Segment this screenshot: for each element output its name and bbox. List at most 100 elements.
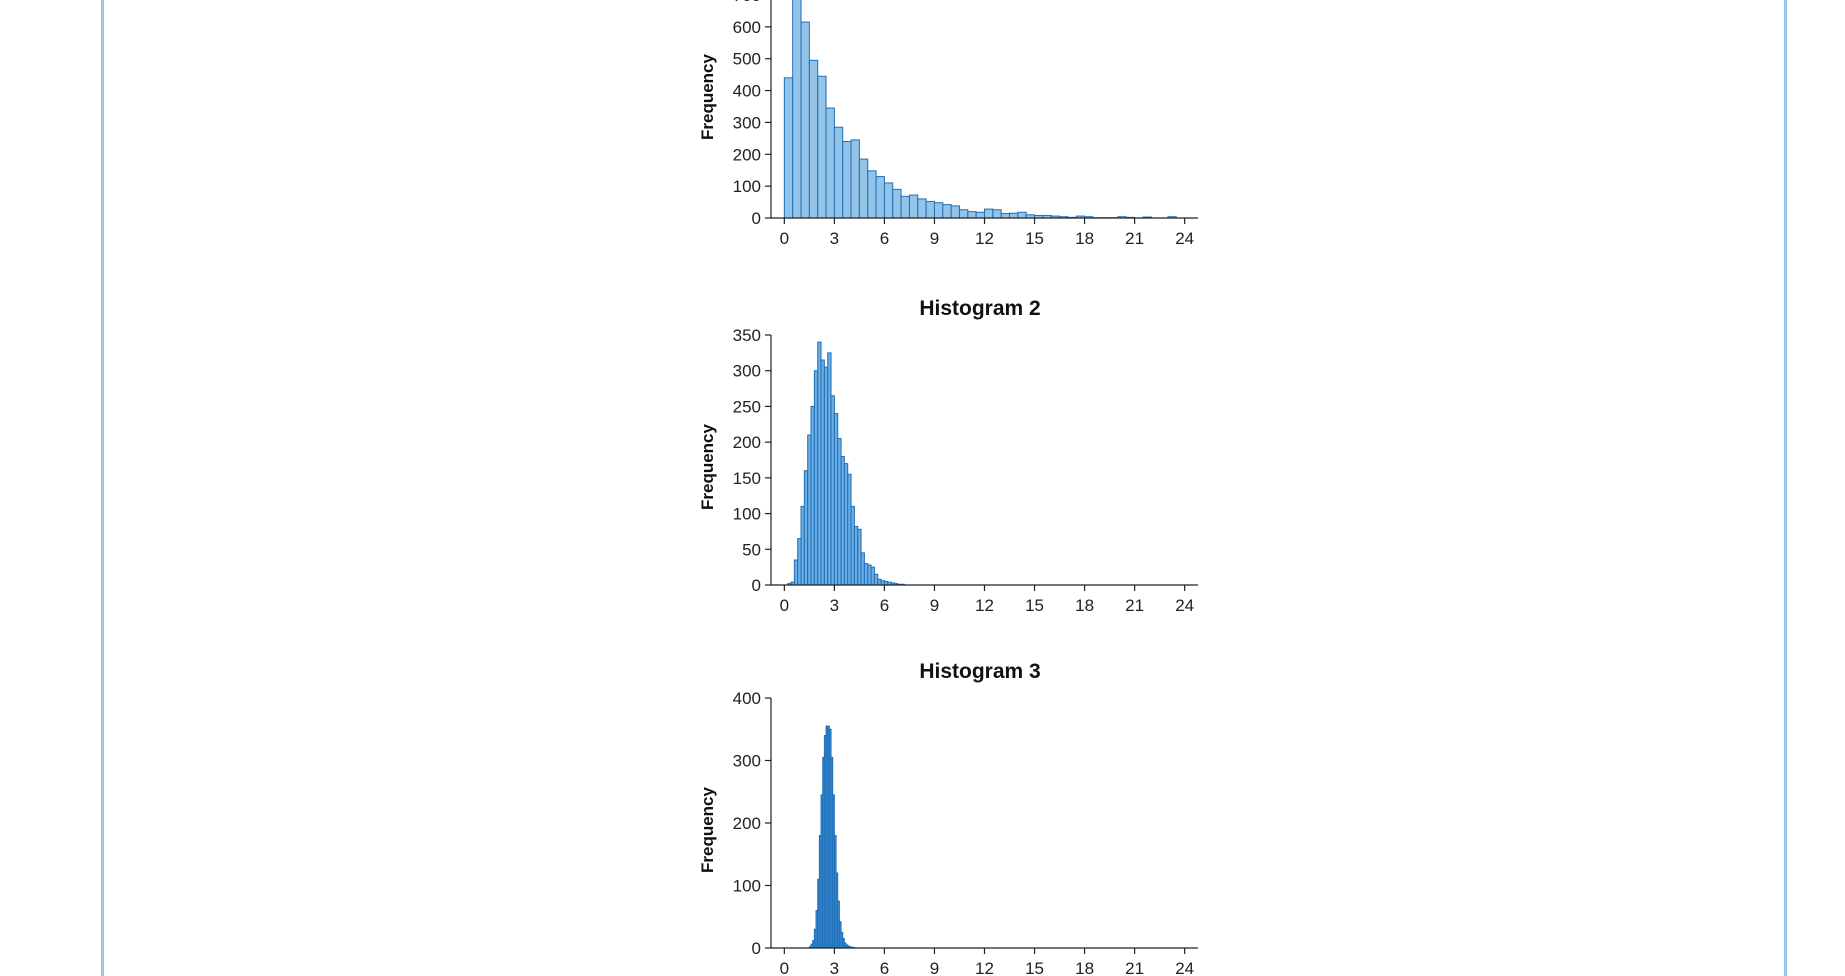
histogram-2-plot: 0 50 100 150 200 250 300 350 0 3 6 9 12 15 18 21 24: [733, 326, 1198, 615]
y-tick-label: 400: [733, 689, 761, 708]
histogram-bar: [873, 573, 879, 586]
histogram-bar: [857, 528, 862, 586]
histogram-1-plot: 0 100 200 300 400 500 600 700 0 3 6 9 12 15 18 21 24: [733, 0, 1198, 248]
histogram-bar: [807, 434, 812, 586]
histogram-bar: [1000, 213, 1011, 219]
x-tick-label: 0: [780, 596, 789, 615]
histogram-bar: [925, 200, 935, 219]
histogram-bar: [883, 182, 894, 219]
histogram-bar: [840, 455, 845, 586]
histogram-bar: [853, 525, 859, 586]
histogram-bar: [877, 578, 882, 586]
histogram-bar: [843, 463, 849, 586]
histogram-bar: [850, 505, 855, 586]
histogram-bar: [825, 107, 835, 219]
x-tick-label: 18: [1075, 959, 1094, 976]
histogram-bar: [833, 126, 844, 219]
histogram-2-title: Histogram 2: [919, 297, 1041, 320]
y-tick-label: 250: [733, 397, 761, 416]
histogram-3-plot: 0 100 200 300 400 0 3 6 9 12 15 18 21 24: [733, 689, 1198, 976]
histogram-3: Histogram 3 Frequency 0 100 200 300 400 0 3 6 9 1…: [680, 660, 1280, 976]
histogram-bar: [858, 158, 869, 219]
histogram-bar: [867, 564, 872, 586]
histogram-bar: [800, 21, 810, 219]
histogram-bar: [837, 438, 842, 586]
histogram-bar: [950, 205, 960, 219]
y-tick-label: 0: [752, 939, 761, 958]
y-tick-label: 500: [733, 50, 761, 69]
histogram-bar: [817, 341, 822, 586]
x-tick-label: 3: [830, 959, 839, 976]
page-frame: [101, 0, 1787, 976]
histogram-bar: [863, 563, 869, 586]
histogram-bar: [870, 566, 875, 586]
histogram-bar: [975, 211, 985, 219]
histogram-bar: [900, 195, 910, 219]
x-tick-label: 3: [830, 229, 839, 248]
histogram-3-bars: [808, 725, 855, 949]
x-tick-label: 9: [930, 959, 939, 976]
histogram-bar: [917, 198, 927, 219]
y-tick-label: 100: [733, 177, 761, 196]
histogram-bar: [800, 505, 805, 586]
y-tick-label: 700: [733, 0, 761, 5]
x-tick-label: 15: [1025, 596, 1044, 615]
histogram-bar: [875, 176, 885, 219]
y-tick-label: 350: [733, 326, 761, 345]
x-tick-label: 12: [975, 959, 994, 976]
x-tick-label: 9: [930, 229, 939, 248]
histogram-bar: [880, 580, 885, 586]
histogram-bar: [867, 170, 877, 219]
x-tick-label: 12: [975, 596, 994, 615]
histogram-bar: [827, 352, 832, 586]
x-tick-label: 24: [1175, 229, 1194, 248]
x-tick-label: 6: [880, 596, 889, 615]
x-tick-label: 12: [975, 229, 994, 248]
y-tick-label: 50: [742, 540, 761, 559]
y-tick-label: 200: [733, 433, 761, 452]
histogram-bar: [808, 59, 819, 219]
histogram-bar: [958, 209, 969, 219]
x-tick-label: 0: [780, 229, 789, 248]
x-tick-label: 21: [1125, 596, 1144, 615]
histogram-bar: [823, 366, 829, 586]
x-tick-label: 9: [930, 596, 939, 615]
x-tick-label: 21: [1125, 959, 1144, 976]
y-tick-label: 600: [733, 18, 761, 37]
x-tick-label: 24: [1175, 596, 1194, 615]
x-tick-label: 24: [1175, 959, 1194, 976]
histogram-bar: [820, 359, 825, 586]
y-tick-label: 100: [733, 877, 761, 896]
x-tick-label: 6: [880, 229, 889, 248]
histogram-2-bars: [787, 341, 905, 586]
y-tick-label: 0: [752, 209, 761, 228]
histogram-bar: [1017, 211, 1027, 219]
histogram-bar: [817, 75, 827, 219]
histogram-bar: [792, 0, 802, 219]
x-tick-label: 0: [780, 959, 789, 976]
x-tick-label: 15: [1025, 229, 1044, 248]
histogram-2: Histogram 2 Frequency 0 50 100 150 200 250 300…: [680, 297, 1280, 627]
histogram-bar: [830, 395, 835, 586]
histogram-bar: [793, 559, 799, 586]
x-tick-label: 15: [1025, 959, 1044, 976]
histogram-bar: [842, 141, 852, 219]
histogram-bar: [783, 77, 794, 219]
y-tick-label: 100: [733, 505, 761, 524]
histogram-bar: [850, 139, 860, 219]
y-tick-label: 300: [733, 362, 761, 381]
histogram-bar: [803, 470, 809, 586]
histogram-bar: [833, 413, 839, 586]
histogram-bar: [892, 188, 902, 219]
histogram-3-title: Histogram 3: [919, 660, 1041, 683]
histogram-bar: [967, 211, 977, 219]
histogram-bar: [797, 538, 802, 586]
y-tick-label: 200: [733, 814, 761, 833]
histogram-bar: [908, 194, 919, 219]
histogram-1: Frequency 010020030040050060070003691215…: [680, 0, 1280, 260]
y-tick-label: 300: [733, 113, 761, 132]
histogram-bar: [1009, 212, 1019, 219]
histogram-bar: [847, 473, 852, 586]
y-tick-label: 300: [733, 752, 761, 771]
histogram-bar: [992, 209, 1002, 219]
